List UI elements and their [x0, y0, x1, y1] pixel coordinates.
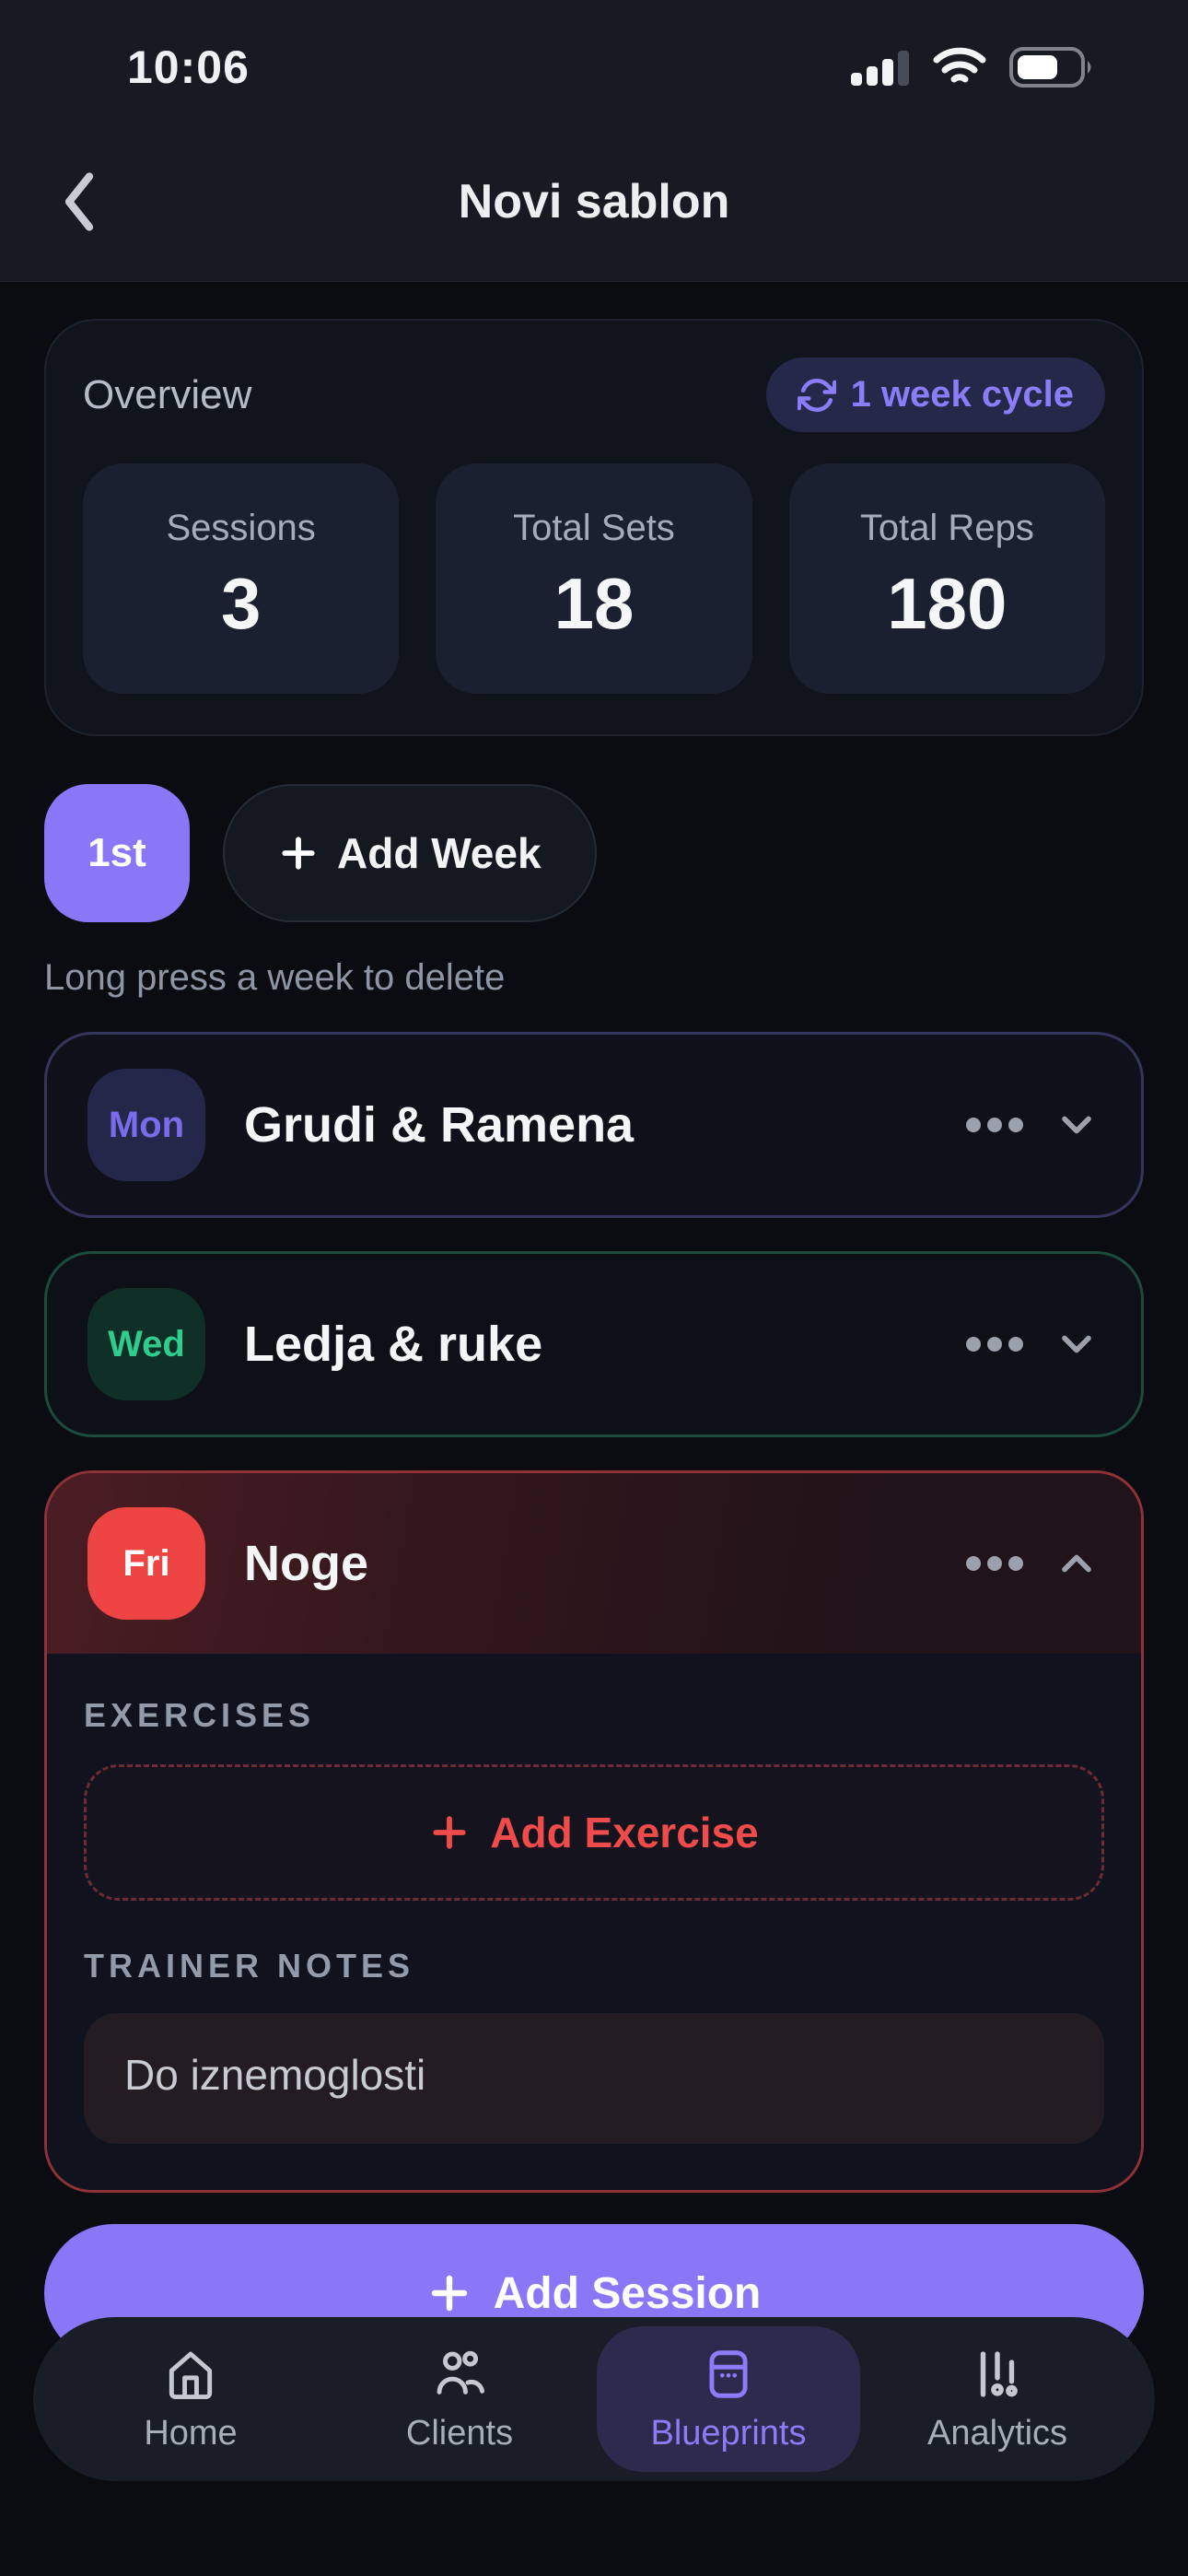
session-card-fri[interactable]: Fri Noge EXERCISES Add Exercise TRAINER … [44, 1470, 1144, 2193]
status-time: 10:06 [127, 41, 250, 93]
plus-icon [433, 1816, 466, 1849]
plus-icon [431, 2275, 467, 2312]
stat-value: 180 [887, 563, 1007, 644]
chevron-down-icon[interactable] [1053, 1101, 1101, 1149]
nav-label: Blueprints [650, 2413, 807, 2453]
stat-label: Total Reps [859, 508, 1034, 548]
blueprints-icon [709, 2349, 748, 2398]
add-session-label: Add Session [493, 2268, 762, 2318]
top-chrome: 10:06 Novi sabl [0, 0, 1188, 282]
add-exercise-button[interactable]: Add Exercise [84, 1764, 1104, 1901]
nav-label: Clients [405, 2413, 514, 2453]
battery-icon [1009, 47, 1091, 88]
ellipsis-menu-icon[interactable] [964, 1334, 1025, 1354]
overview-card: Overview 1 week cycle Sessions 3 Total S… [44, 319, 1144, 736]
header: Novi sablon [0, 122, 1188, 282]
back-button[interactable] [59, 170, 114, 234]
status-icons [851, 47, 1096, 88]
ellipsis-menu-icon[interactable] [964, 1115, 1025, 1135]
home-icon [169, 2351, 213, 2399]
add-week-label: Add Week [337, 829, 542, 877]
day-badge: Mon [87, 1069, 205, 1181]
nav-item-analytics[interactable]: Analytics [866, 2326, 1129, 2472]
week-delete-hint: Long press a week to delete [44, 957, 506, 998]
ellipsis-menu-icon[interactable] [964, 1553, 1025, 1574]
trainer-notes-label: TRAINER NOTES [84, 1947, 415, 1985]
bottom-nav: Home Clients Blueprints Analytics [33, 2317, 1155, 2481]
session-expanded-body: EXERCISES Add Exercise TRAINER NOTES Do … [47, 1654, 1141, 2190]
nav-item-home[interactable]: Home [59, 2326, 322, 2472]
refresh-icon [797, 378, 836, 412]
week-pill-1st[interactable]: 1st [44, 784, 190, 922]
status-bar: 10:06 [0, 0, 1188, 122]
stat-card-sessions: Sessions 3 [83, 463, 400, 694]
chevron-down-icon[interactable] [1053, 1320, 1101, 1368]
session-title: Noge [244, 1536, 368, 1591]
plus-icon [282, 837, 315, 870]
cycle-badge[interactable]: 1 week cycle [765, 357, 1105, 432]
day-badge: Wed [87, 1288, 205, 1400]
nav-label: Analytics [926, 2413, 1068, 2453]
stat-value: 18 [553, 563, 635, 644]
day-badge: Fri [87, 1507, 205, 1620]
exercises-section-label: EXERCISES [84, 1696, 316, 1734]
wifi-icon [933, 47, 986, 83]
stats-row: Sessions 3 Total Sets 18 Total Reps 180 [83, 463, 1105, 694]
clients-icon [437, 2350, 484, 2395]
add-week-button[interactable]: Add Week [223, 784, 597, 922]
page-title: Novi sablon [458, 175, 730, 228]
session-title: Grudi & Ramena [244, 1097, 635, 1153]
content: Overview 1 week cycle Sessions 3 Total S… [0, 319, 1188, 2362]
nav-item-clients[interactable]: Clients [328, 2326, 591, 2472]
stat-card-total-sets: Total Sets 18 [436, 463, 752, 694]
analytics-icon [980, 2350, 1018, 2397]
session-card-wed[interactable]: Wed Ledja & ruke [44, 1251, 1144, 1437]
cellular-signal-icon [851, 51, 909, 86]
stat-label: Total Sets [513, 508, 675, 548]
stat-card-total-reps: Total Reps 180 [788, 463, 1105, 694]
session-card-mon[interactable]: Mon Grudi & Ramena [44, 1032, 1144, 1218]
chevron-left-icon [64, 172, 94, 231]
weeks-row: 1st Add Week [44, 784, 1144, 922]
trainer-notes-input[interactable]: Do iznemoglosti [84, 2013, 1104, 2144]
stat-label: Sessions [166, 508, 316, 548]
add-exercise-label: Add Exercise [490, 1809, 759, 1856]
cycle-badge-label: 1 week cycle [850, 374, 1074, 415]
nav-item-blueprints[interactable]: Blueprints [597, 2326, 860, 2472]
chevron-up-icon[interactable] [1053, 1540, 1101, 1587]
stat-value: 3 [220, 563, 262, 644]
session-title: Ledja & ruke [244, 1317, 543, 1372]
nav-label: Home [144, 2413, 238, 2453]
overview-label: Overview [83, 371, 252, 417]
